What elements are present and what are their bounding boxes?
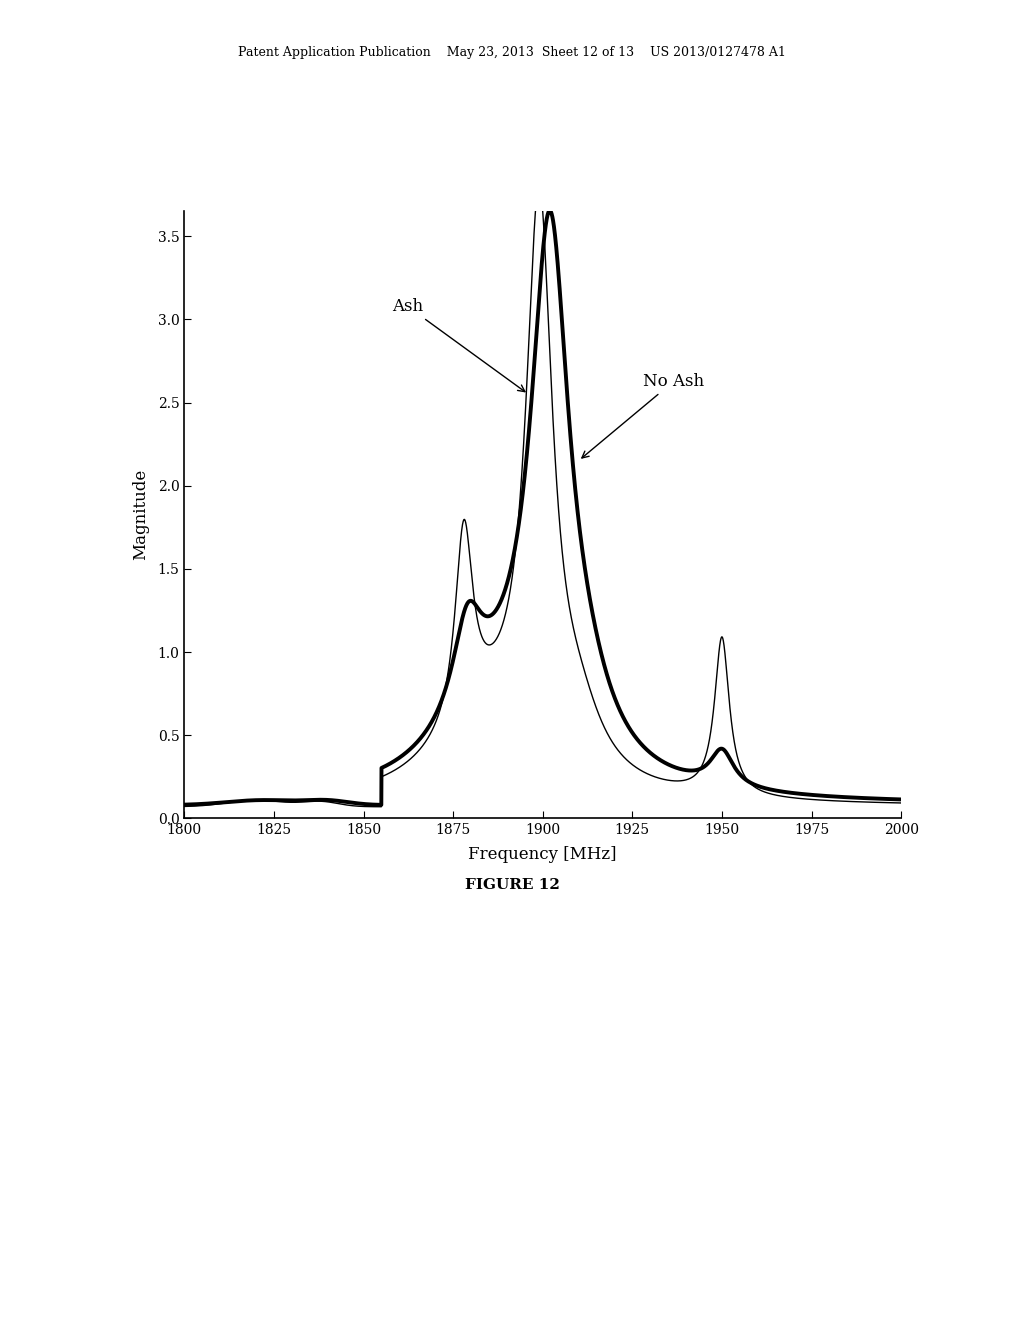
Text: Ash: Ash [392,298,525,392]
Y-axis label: Magnitude: Magnitude [132,469,150,561]
Text: FIGURE 12: FIGURE 12 [465,878,559,892]
Text: Patent Application Publication    May 23, 2013  Sheet 12 of 13    US 2013/012747: Patent Application Publication May 23, 2… [238,46,786,59]
Text: No Ash: No Ash [582,372,705,458]
X-axis label: Frequency [MHz]: Frequency [MHz] [468,846,617,862]
